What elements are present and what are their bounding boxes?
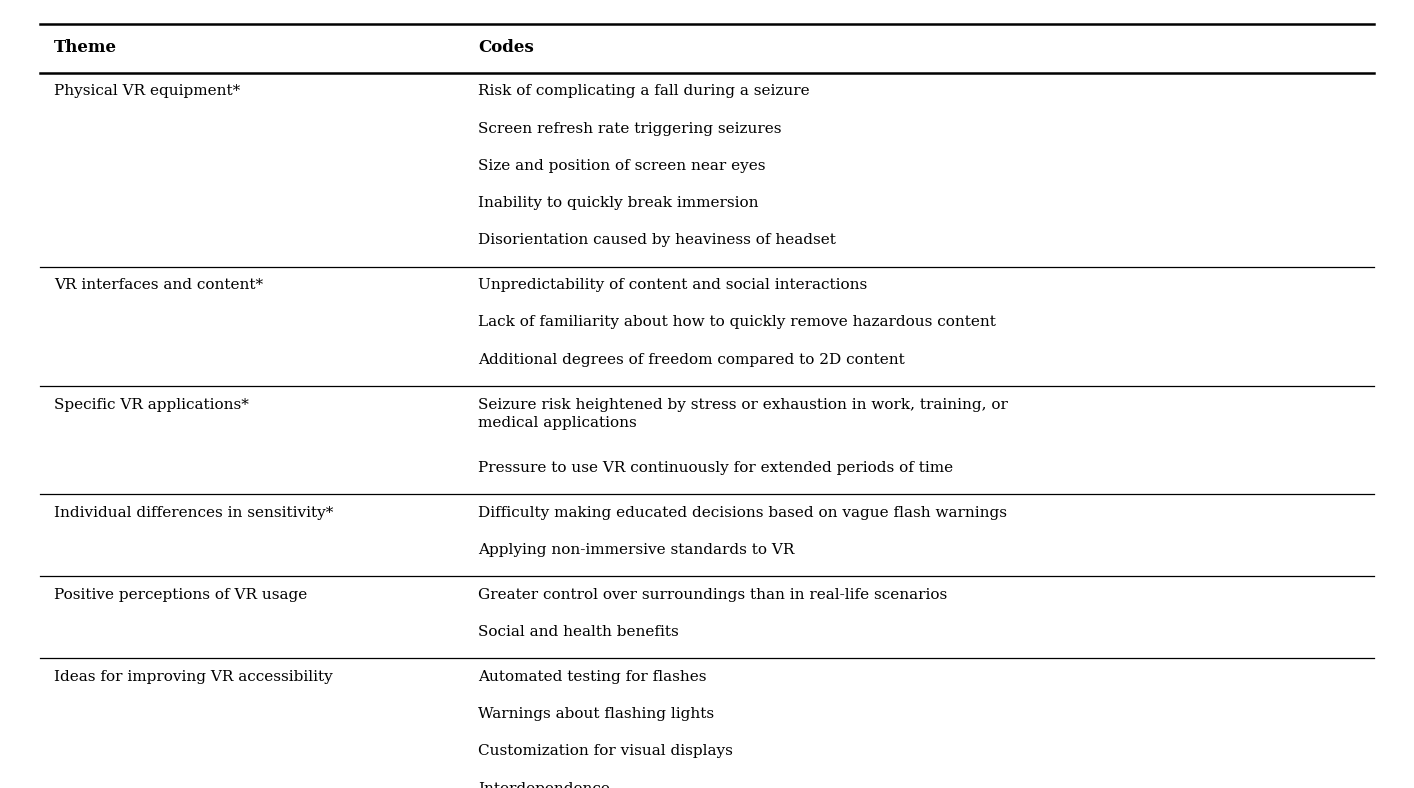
Text: Codes: Codes <box>478 39 533 55</box>
Text: Inability to quickly break immersion: Inability to quickly break immersion <box>478 196 758 210</box>
Text: Physical VR equipment*: Physical VR equipment* <box>54 84 240 98</box>
Text: Positive perceptions of VR usage: Positive perceptions of VR usage <box>54 588 307 602</box>
Text: Screen refresh rate triggering seizures: Screen refresh rate triggering seizures <box>478 121 782 136</box>
Text: Social and health benefits: Social and health benefits <box>478 625 679 639</box>
Text: Difficulty making educated decisions based on vague flash warnings: Difficulty making educated decisions bas… <box>478 506 1007 519</box>
Text: Warnings about flashing lights: Warnings about flashing lights <box>478 707 714 721</box>
Text: Interdependence: Interdependence <box>478 782 609 788</box>
Text: Disorientation caused by heaviness of headset: Disorientation caused by heaviness of he… <box>478 233 836 247</box>
Text: Specific VR applications*: Specific VR applications* <box>54 398 249 411</box>
Text: Individual differences in sensitivity*: Individual differences in sensitivity* <box>54 506 334 519</box>
Text: Applying non-immersive standards to VR: Applying non-immersive standards to VR <box>478 543 795 557</box>
Text: Seizure risk heightened by stress or exhaustion in work, training, or
medical ap: Seizure risk heightened by stress or exh… <box>478 398 1008 429</box>
Text: Automated testing for flashes: Automated testing for flashes <box>478 670 707 684</box>
Text: Risk of complicating a fall during a seizure: Risk of complicating a fall during a sei… <box>478 84 810 98</box>
Text: VR interfaces and content*: VR interfaces and content* <box>54 278 263 292</box>
Text: Ideas for improving VR accessibility: Ideas for improving VR accessibility <box>54 670 332 684</box>
Text: Customization for visual displays: Customization for visual displays <box>478 745 732 759</box>
Text: Theme: Theme <box>54 39 117 55</box>
Text: Pressure to use VR continuously for extended periods of time: Pressure to use VR continuously for exte… <box>478 461 953 474</box>
Text: Additional degrees of freedom compared to 2D content: Additional degrees of freedom compared t… <box>478 353 905 366</box>
Text: Greater control over surroundings than in real-life scenarios: Greater control over surroundings than i… <box>478 588 947 602</box>
Text: Size and position of screen near eyes: Size and position of screen near eyes <box>478 158 765 173</box>
Text: Unpredictability of content and social interactions: Unpredictability of content and social i… <box>478 278 867 292</box>
Text: Lack of familiarity about how to quickly remove hazardous content: Lack of familiarity about how to quickly… <box>478 315 995 329</box>
